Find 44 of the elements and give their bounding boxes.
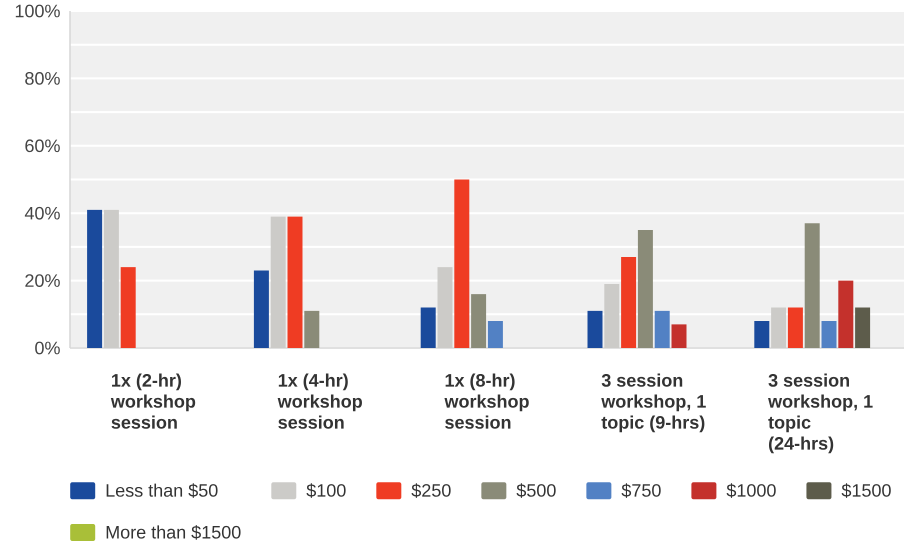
bar (288, 216, 302, 348)
bar (254, 270, 269, 348)
y-tick-label: 40% (24, 206, 60, 220)
bar (771, 308, 786, 348)
bar (588, 310, 602, 348)
bar (654, 310, 670, 348)
bar (438, 267, 452, 348)
bar (604, 284, 620, 348)
bar (488, 321, 503, 348)
x-tick-label: 3 session workshop, 1 topic (24-hrs) (768, 374, 873, 454)
bar (471, 294, 486, 348)
x-tick-label: 3 session workshop, 1 topic (9-hrs) (601, 374, 706, 432)
bar (454, 180, 470, 348)
bar (304, 310, 320, 348)
bar (270, 216, 286, 348)
legend-label: More than $1500 (106, 525, 241, 540)
bar (804, 223, 820, 348)
bar (621, 257, 636, 348)
legend-label: $750 (622, 483, 661, 498)
legend-label: $500 (516, 483, 556, 498)
legend-label: Less than $50 (106, 483, 218, 498)
bar (672, 324, 687, 348)
bar (87, 210, 102, 348)
legend-label: $250 (411, 483, 451, 498)
x-tick-label: 1x (2-hr) workshop session (110, 374, 196, 429)
legend-label: $1500 (842, 483, 891, 498)
bar (104, 210, 119, 348)
y-tick-label: 60% (25, 139, 60, 152)
bar (754, 321, 770, 348)
x-tick-label: 1x (8-hr) workshop session (444, 374, 529, 429)
y-tick-label: 20% (25, 274, 60, 287)
bar (855, 308, 870, 348)
legend-label: $1000 (726, 483, 776, 498)
bar (838, 280, 854, 348)
bar (638, 230, 653, 348)
y-tick-label: 0% (35, 342, 60, 354)
bar (788, 308, 803, 348)
bar (420, 308, 436, 348)
bar (822, 321, 837, 348)
legend-label: $100 (306, 483, 346, 498)
y-tick-label: 80% (25, 72, 60, 85)
y-tick-label: 100% (16, 4, 60, 18)
x-tick-label: 1x (4-hr) workshop session (278, 374, 362, 429)
bar (120, 267, 136, 348)
